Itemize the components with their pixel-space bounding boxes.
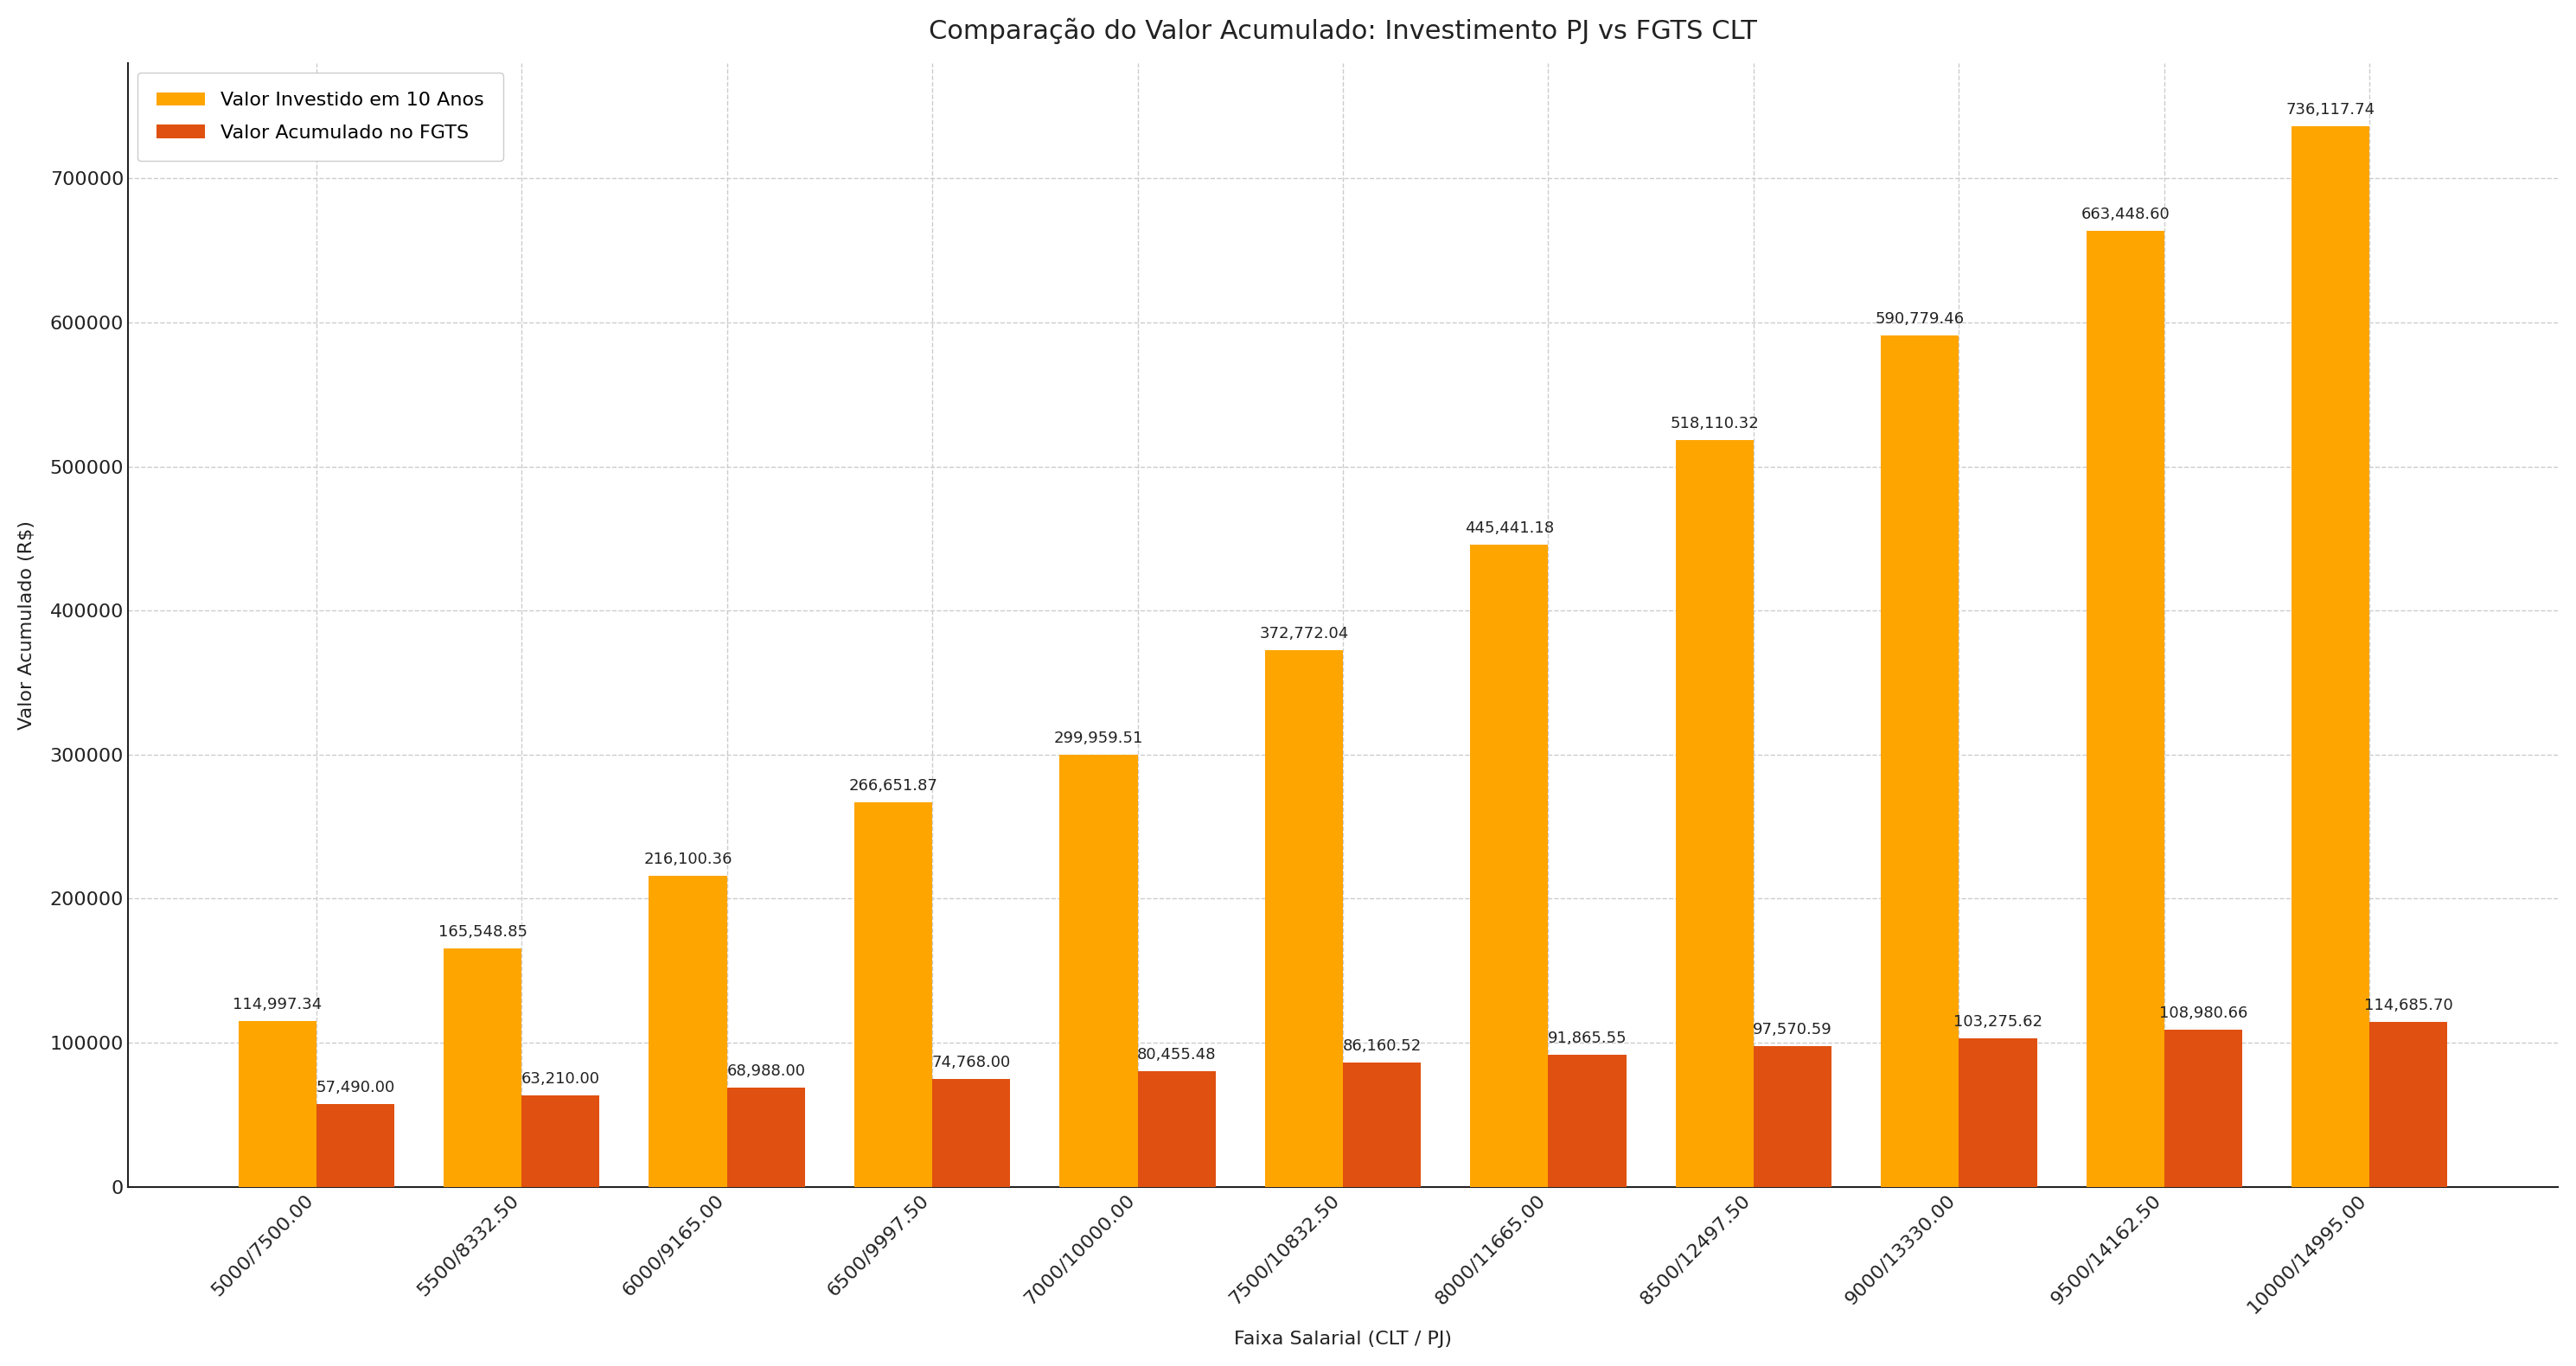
Text: 445,441.18: 445,441.18 xyxy=(1466,520,1553,537)
Text: 91,865.55: 91,865.55 xyxy=(1548,1030,1628,1046)
Text: 216,100.36: 216,100.36 xyxy=(644,851,732,867)
Text: 57,490.00: 57,490.00 xyxy=(317,1079,394,1096)
Bar xyxy=(240,1022,317,1187)
Bar xyxy=(649,876,726,1187)
Bar xyxy=(2293,126,2370,1187)
Bar xyxy=(523,1096,600,1187)
Bar xyxy=(933,1079,1010,1187)
Text: 103,275.62: 103,275.62 xyxy=(1953,1014,2043,1030)
Bar xyxy=(1139,1071,1216,1187)
Text: 74,768.00: 74,768.00 xyxy=(933,1055,1010,1071)
Text: 68,988.00: 68,988.00 xyxy=(726,1063,806,1079)
Text: 518,110.32: 518,110.32 xyxy=(1669,417,1759,432)
Bar xyxy=(1059,754,1139,1187)
Text: 736,117.74: 736,117.74 xyxy=(2285,102,2375,117)
Title: Comparação do Valor Acumulado: Investimento PJ vs FGTS CLT: Comparação do Valor Acumulado: Investime… xyxy=(930,18,1757,44)
Text: 114,685.70: 114,685.70 xyxy=(2365,997,2452,1014)
Bar xyxy=(317,1104,394,1187)
Bar xyxy=(2164,1030,2241,1187)
Bar xyxy=(1471,545,1548,1187)
Bar xyxy=(1958,1038,2038,1187)
Bar xyxy=(1548,1055,1625,1187)
Text: 97,570.59: 97,570.59 xyxy=(1752,1022,1832,1038)
Bar xyxy=(1880,336,1958,1187)
Bar xyxy=(855,803,933,1187)
Bar xyxy=(726,1087,804,1187)
Bar xyxy=(1674,440,1754,1187)
Text: 299,959.51: 299,959.51 xyxy=(1054,731,1144,746)
Bar xyxy=(2370,1022,2447,1187)
Bar xyxy=(1754,1046,1832,1187)
Bar xyxy=(2087,231,2164,1187)
Text: 590,779.46: 590,779.46 xyxy=(1875,311,1965,326)
X-axis label: Faixa Salarial (CLT / PJ): Faixa Salarial (CLT / PJ) xyxy=(1234,1330,1453,1348)
Y-axis label: Valor Acumulado (R$): Valor Acumulado (R$) xyxy=(18,520,36,729)
Text: 63,210.00: 63,210.00 xyxy=(520,1071,600,1087)
Bar xyxy=(1265,650,1342,1187)
Text: 114,997.34: 114,997.34 xyxy=(232,997,322,1012)
Text: 266,651.87: 266,651.87 xyxy=(850,779,938,794)
Legend: Valor Investido em 10 Anos, Valor Acumulado no FGTS: Valor Investido em 10 Anos, Valor Acumul… xyxy=(137,72,502,161)
Text: 663,448.60: 663,448.60 xyxy=(2081,206,2169,223)
Text: 86,160.52: 86,160.52 xyxy=(1342,1038,1422,1055)
Text: 80,455.48: 80,455.48 xyxy=(1136,1046,1216,1063)
Text: 372,772.04: 372,772.04 xyxy=(1260,626,1350,641)
Bar xyxy=(443,948,523,1187)
Text: 165,548.85: 165,548.85 xyxy=(438,925,528,940)
Text: 108,980.66: 108,980.66 xyxy=(2159,1005,2246,1022)
Bar xyxy=(1342,1063,1422,1187)
